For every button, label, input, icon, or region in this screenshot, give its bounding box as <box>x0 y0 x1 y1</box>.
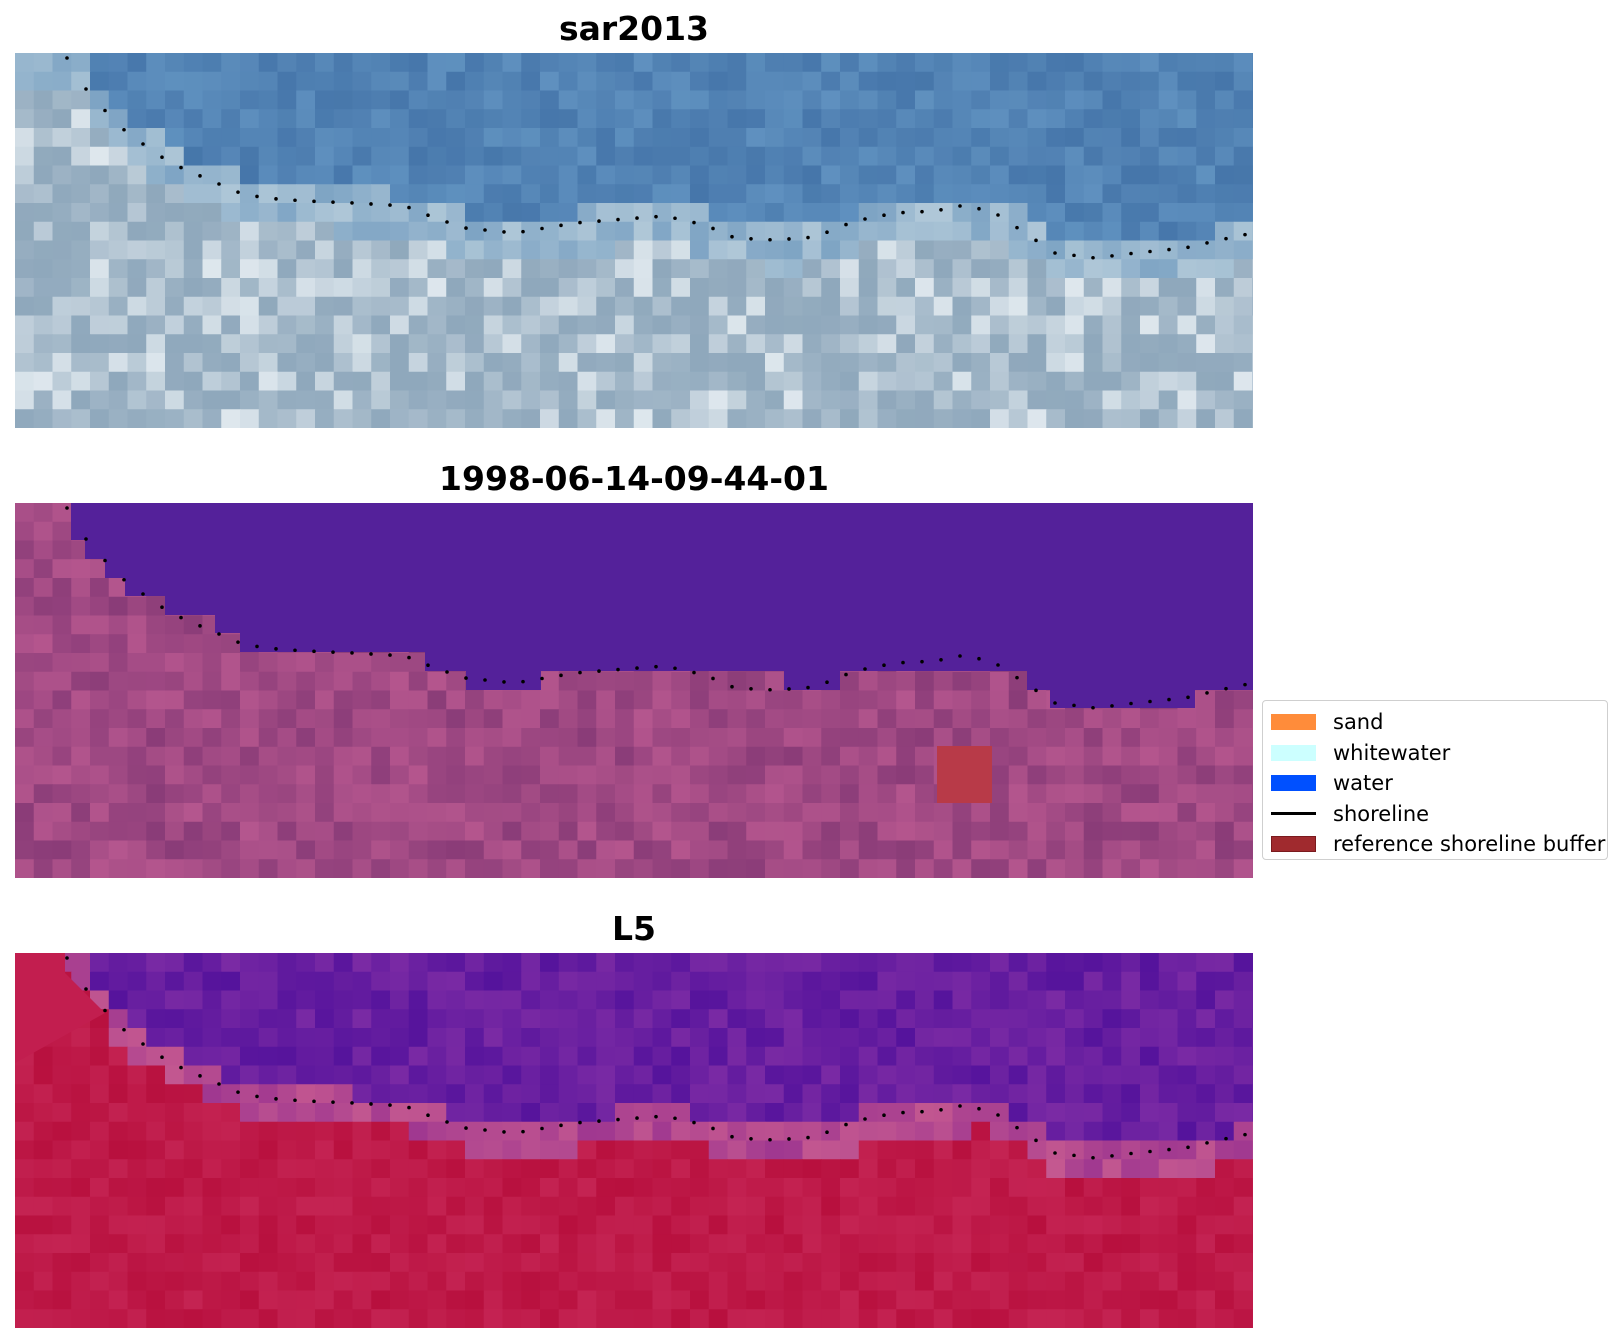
index-image <box>15 953 1253 1328</box>
legend-label: sand <box>1333 710 1384 735</box>
legend-label: whitewater <box>1333 740 1451 765</box>
legend-item-sand: sand <box>1271 707 1607 738</box>
legend: sand whitewater water shoreline referenc… <box>1262 700 1608 860</box>
classified-image <box>15 503 1253 878</box>
legend-item-shoreline: shoreline <box>1271 799 1607 830</box>
legend-item-whitewater: whitewater <box>1271 738 1607 769</box>
legend-label: water <box>1333 771 1393 796</box>
legend-label: reference shoreline buffer <box>1333 832 1606 857</box>
water-class-region <box>71 503 1253 708</box>
reference-buffer-patch <box>937 746 992 803</box>
shoreline-dots <box>65 956 1247 1160</box>
panel-title-date: 1998-06-14-09-44-01 <box>439 459 829 498</box>
legend-item-reference-buffer: reference shoreline buffer <box>1271 829 1607 860</box>
sand-swatch <box>1271 714 1316 731</box>
panel-title-sensor: L5 <box>612 909 656 948</box>
index-image-panel <box>15 953 1253 1328</box>
legend-label: shoreline <box>1333 801 1430 826</box>
panel-title-sar: sar2013 <box>558 9 710 48</box>
rgb-image <box>15 53 1253 428</box>
reference-buffer-swatch <box>1271 836 1316 853</box>
shoreline-dots <box>65 56 1247 260</box>
classified-image-panel <box>15 503 1253 878</box>
shoreline-dots <box>65 506 1247 710</box>
shoreline-line-swatch <box>1271 812 1316 816</box>
legend-item-water: water <box>1271 768 1607 799</box>
rgb-image-panel <box>15 53 1253 428</box>
water-swatch <box>1271 775 1316 792</box>
whitewater-swatch <box>1271 744 1316 761</box>
